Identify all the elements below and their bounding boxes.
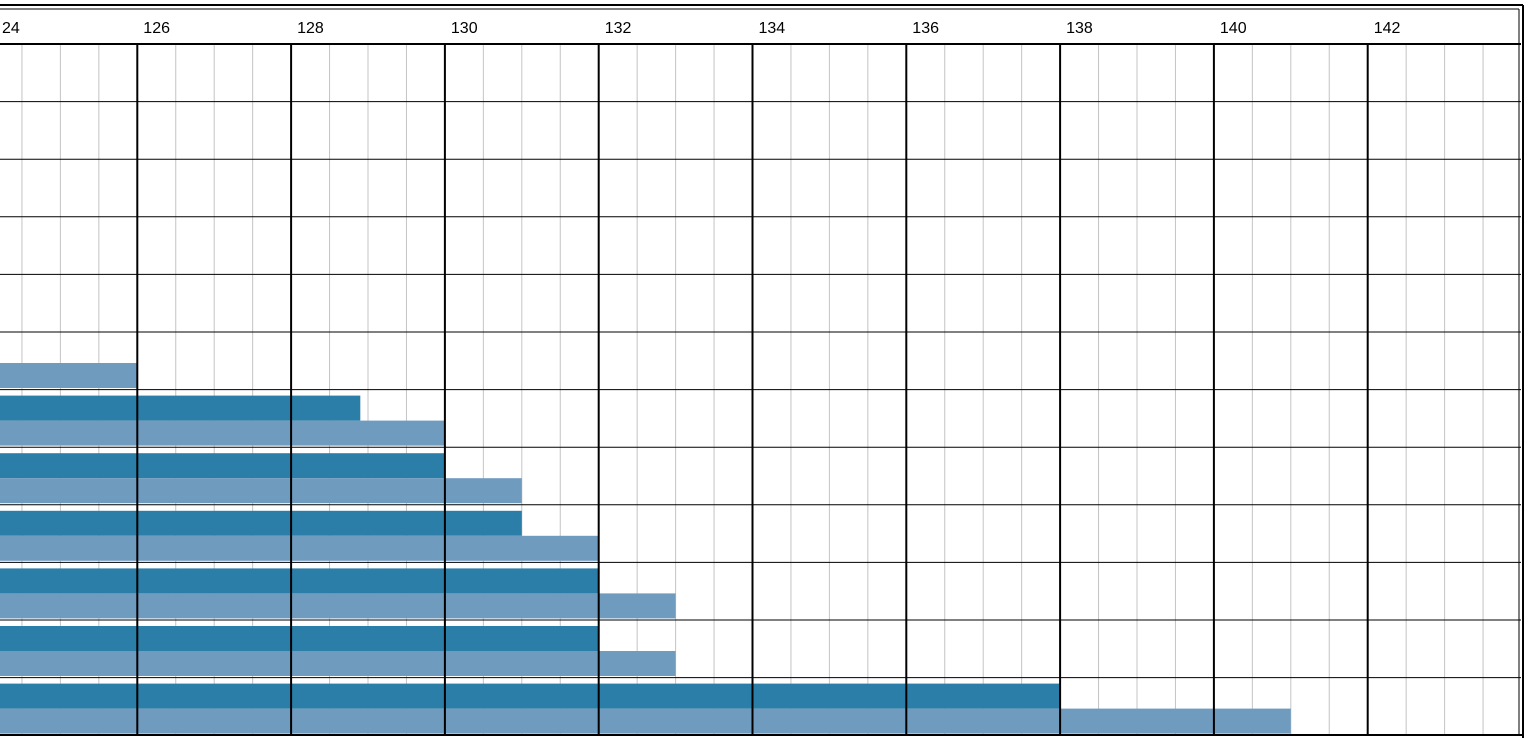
bar-series-2-row-12 — [0, 708, 1291, 734]
x-tick-label: 126 — [143, 20, 170, 37]
bar-series-1-row-7 — [0, 395, 361, 421]
x-tick-label: 136 — [912, 20, 939, 37]
bar-series-2-row-11 — [0, 651, 676, 676]
bar-series-1-row-11 — [0, 626, 599, 651]
bar-series-1-row-8 — [0, 453, 445, 479]
x-tick-label: 130 — [451, 20, 478, 37]
bar-series-2-row-10 — [0, 593, 676, 619]
bar-series-2-row-8 — [0, 478, 522, 504]
x-tick-label: 24 — [2, 20, 20, 37]
x-tick-label: 140 — [1220, 20, 1247, 37]
bar-series-1-row-9 — [0, 510, 522, 536]
x-tick-label: 134 — [759, 20, 786, 37]
x-tick-label: 132 — [605, 20, 632, 37]
bars — [0, 363, 1291, 734]
bar-series-1-row-12 — [0, 683, 1061, 709]
bar-series-2-row-7 — [0, 420, 445, 446]
axis-header: 24 126 128 130 132 134 136 138 140 142 — [0, 0, 1531, 44]
x-tick-label: 138 — [1066, 20, 1093, 37]
major-gridlines — [136, 8, 1369, 735]
x-tick-label: 142 — [1374, 20, 1401, 37]
chart-frame — [0, 4, 1524, 738]
x-tick-label: 128 — [297, 20, 324, 37]
bar-series-2-row-6 — [0, 363, 138, 388]
row-gridlines — [0, 101, 1521, 679]
axis-header-background — [0, 0, 1531, 44]
bar-series-1-row-10 — [0, 568, 599, 594]
bar-series-2-row-9 — [0, 535, 599, 561]
